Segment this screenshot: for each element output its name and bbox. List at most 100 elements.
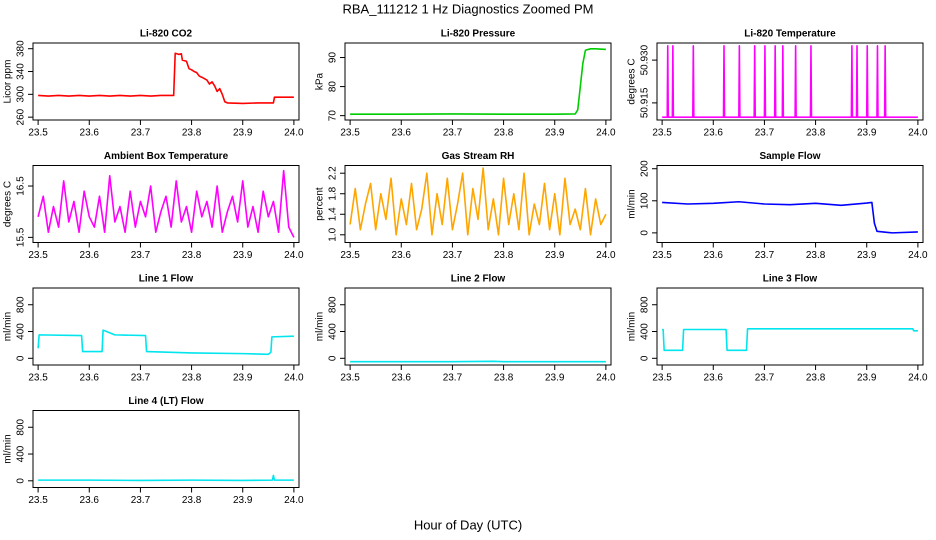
y-tick-label: 400 (640, 323, 651, 340)
panel-title: Li-820 Pressure (441, 29, 516, 40)
x-tick-label: 23.7 (755, 128, 775, 139)
plot-area (350, 48, 606, 115)
x-tick-label: 23.8 (182, 250, 202, 261)
x-tick-label: 23.8 (182, 128, 202, 139)
x-tick-label: 24.0 (284, 373, 304, 384)
figure-title: RBA_111212 1 Hz Diagnostics Zoomed PM (343, 1, 594, 16)
x-tick-label: 23.9 (545, 250, 565, 261)
x-tick-label: 23.8 (494, 250, 514, 261)
x-tick-label: 23.8 (806, 373, 826, 384)
y-tick-label: 70 (328, 110, 339, 122)
plot-area (662, 45, 918, 118)
panel-title: Sample Flow (759, 151, 820, 162)
x-tick-label: 23.5 (652, 373, 672, 384)
panel-title: Gas Stream RH (442, 151, 515, 162)
y-tick-label: 800 (640, 296, 651, 313)
y-tick-label: 260 (16, 108, 27, 125)
panel-title: Ambient Box Temperature (104, 151, 229, 162)
plot-area (38, 474, 294, 482)
y-tick-label: 800 (328, 296, 339, 313)
panel-title: Line 3 Flow (763, 274, 818, 285)
x-tick-label: 23.5 (28, 373, 48, 384)
y-tick-label: 0 (16, 478, 27, 484)
x-tick-label: 23.5 (28, 128, 48, 139)
x-tick-label: 23.6 (80, 373, 100, 384)
data-line (37, 329, 294, 356)
x-tick-label: 23.6 (704, 373, 724, 384)
plot-area (37, 169, 295, 238)
y-tick-label: 200 (640, 160, 651, 177)
x-tick-label: 23.5 (28, 250, 48, 261)
x-tick-label: 23.6 (80, 495, 100, 506)
panel: Line 3 Flow ml/min 23.5 23.6 23.7 23.8 23.9 24.… (627, 274, 928, 384)
y-axis-label: degrees C (3, 181, 14, 227)
panel: Line 1 Flow ml/min 23.5 23.6 23.7 23.8 23.9 24.… (3, 274, 304, 384)
panel-title: Li-820 Temperature (744, 29, 836, 40)
x-tick-label: 23.7 (131, 250, 151, 261)
x-tick-label: 23.9 (233, 250, 253, 261)
data-line (37, 169, 295, 238)
x-tick-label: 23.8 (806, 128, 826, 139)
y-axis-label: ml/min (3, 312, 14, 341)
data-line (662, 328, 918, 352)
x-tick-label: 24.0 (284, 128, 304, 139)
panel: Line 4 (LT) Flow ml/min 23.5 23.6 23.7 23.8 23… (3, 396, 304, 506)
x-tick-label: 24.0 (908, 250, 928, 261)
plot-area (349, 167, 607, 236)
plot-area (662, 200, 918, 234)
x-tick-label: 23.5 (652, 250, 672, 261)
x-tick-label: 23.6 (392, 128, 412, 139)
y-tick-label: 800 (16, 296, 27, 313)
panel: Line 2 Flow ml/min 23.5 23.6 23.7 23.8 23.9 24.… (315, 274, 616, 384)
x-tick-label: 23.9 (857, 250, 877, 261)
x-tick-label: 23.9 (545, 373, 565, 384)
y-tick-label: 400 (328, 323, 339, 340)
y-axis-label: kPa (315, 72, 326, 90)
x-tick-label: 23.6 (80, 250, 100, 261)
x-tick-label: 23.6 (392, 250, 412, 261)
panel-title: Line 2 Flow (451, 274, 506, 285)
y-tick-label: 0 (328, 355, 339, 361)
x-tick-label: 23.6 (704, 128, 724, 139)
y-tick-label: 800 (16, 418, 27, 435)
x-tick-label: 23.8 (806, 250, 826, 261)
x-tick-label: 23.7 (443, 128, 463, 139)
y-tick-label: 50.915 (640, 87, 651, 118)
x-tick-label: 24.0 (596, 250, 616, 261)
plot-frame (656, 42, 924, 121)
y-tick-label: 340 (16, 63, 27, 80)
y-axis-label: ml/min (315, 312, 326, 341)
x-tick-label: 24.0 (284, 495, 304, 506)
x-tick-label: 23.7 (131, 373, 151, 384)
y-tick-label: 400 (16, 323, 27, 340)
x-tick-label: 24.0 (284, 250, 304, 261)
panel-title: Line 1 Flow (139, 274, 194, 285)
x-tick-label: 23.6 (392, 373, 412, 384)
y-tick-label: 0 (16, 355, 27, 361)
y-tick-label: 16.5 (16, 176, 27, 196)
plot-frame (656, 165, 924, 243)
x-tick-label: 23.8 (494, 128, 514, 139)
x-tick-label: 24.0 (596, 373, 616, 384)
x-tick-label: 23.9 (233, 373, 253, 384)
x-tick-label: 23.5 (652, 128, 672, 139)
x-tick-label: 23.7 (131, 495, 151, 506)
x-tick-label: 24.0 (908, 373, 928, 384)
x-tick-label: 23.6 (704, 250, 724, 261)
x-tick-label: 23.7 (755, 250, 775, 261)
x-tick-label: 24.0 (908, 128, 928, 139)
x-tick-label: 23.5 (28, 495, 48, 506)
panel: Sample Flow ml/min 23.5 23.6 23.7 23.8 23.9 24.… (627, 151, 928, 261)
x-tick-label: 23.9 (857, 373, 877, 384)
plot-frame (32, 165, 300, 243)
data-line (662, 45, 918, 118)
plot-frame (32, 42, 300, 121)
y-axis-label: percent (315, 187, 326, 221)
x-tick-label: 23.9 (545, 128, 565, 139)
plot-frame (656, 287, 924, 366)
y-tick-label: 0 (640, 355, 651, 361)
x-tick-label: 23.7 (755, 373, 775, 384)
x-tick-label: 23.5 (340, 128, 360, 139)
